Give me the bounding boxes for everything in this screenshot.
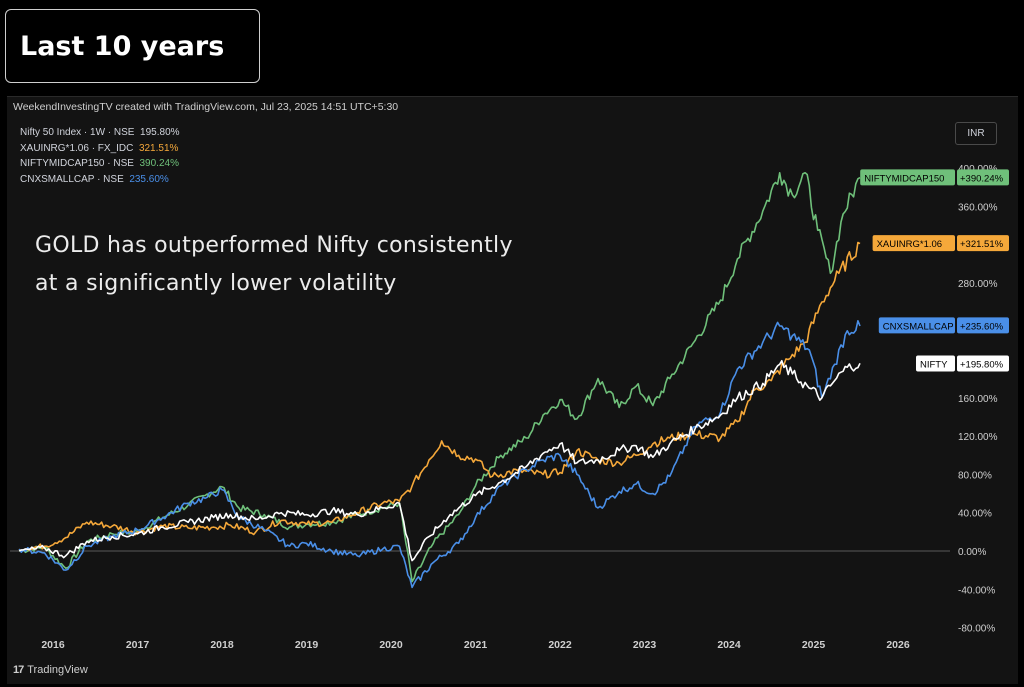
tag-value-nifty: +195.80% <box>960 360 1004 371</box>
tag-value-bg-nifty <box>957 355 1009 372</box>
series-line-nifty <box>18 359 861 562</box>
x-tick-label: 2020 <box>379 639 403 651</box>
x-tick-label: 2022 <box>548 639 572 651</box>
x-tick-label: 2021 <box>464 639 488 651</box>
tag-value-cnxsmallcap: +235.60% <box>960 321 1004 332</box>
legend-item-smallcap[interactable]: CNXSMALLCAP · NSE 235.60% <box>20 173 169 185</box>
tag-name-bg-niftymidcap150 <box>860 169 955 186</box>
currency-button[interactable]: INR <box>955 122 997 145</box>
tag-name-xauinrg-1-06: XAUINRG*1.06 <box>877 239 942 250</box>
y-tick-label: 80.00% <box>958 470 992 481</box>
tag-value-bg-cnxsmallcap <box>957 317 1009 334</box>
y-tick-label: -80.00% <box>958 624 995 635</box>
legend: Nifty 50 Index · 1W · NSE 195.80% XAUINR… <box>20 125 180 187</box>
tag-name-bg-nifty <box>916 355 955 372</box>
tag-value-bg-xauinrg-1-06 <box>957 235 1009 252</box>
legend-value-gold: 321.51% <box>138 142 179 154</box>
tag-name-bg-xauinrg-1-06 <box>872 235 955 252</box>
legend-item-midcap[interactable]: NIFTYMIDCAP150 · NSE 390.24% <box>20 158 179 169</box>
series-line-cnxsmallcap <box>18 320 861 589</box>
x-tick-label: 2019 <box>295 639 319 651</box>
y-tick-label: 160.00% <box>958 394 998 405</box>
y-tick-label: -40.00% <box>958 585 995 596</box>
tag-value-xauinrg-1-06: +321.51% <box>960 239 1004 250</box>
y-tick-label: 0.00% <box>958 547 986 558</box>
tradingview-icon: 17 <box>13 664 24 676</box>
annotation-line-1: GOLD has outperformed Nifty consistently <box>35 233 513 258</box>
tag-name-niftymidcap150: NIFTYMIDCAP150 <box>864 173 944 184</box>
series-line-xauinrg-1-06 <box>18 241 861 553</box>
y-tick-label: 120.00% <box>958 432 998 443</box>
x-tick-label: 2025 <box>802 639 826 651</box>
tag-name-nifty: NIFTY <box>920 360 948 371</box>
period-badge: Last 10 years <box>5 9 260 83</box>
x-tick-label: 2023 <box>633 639 657 651</box>
x-tick-label: 2026 <box>886 639 910 651</box>
x-tick-label: 2024 <box>717 639 741 651</box>
tradingview-brand: TradingView <box>27 664 88 676</box>
legend-item-gold[interactable]: XAUINRG*1.06 · FX_IDC 321.51% <box>20 142 179 154</box>
tag-value-bg-niftymidcap150 <box>957 169 1009 186</box>
y-tick-label: 360.00% <box>958 202 998 213</box>
period-badge-text: Last 10 years <box>20 30 225 62</box>
series-line-niftymidcap150 <box>19 172 861 583</box>
y-tick-label: 280.00% <box>958 279 998 290</box>
tag-value-niftymidcap150: +390.24% <box>960 173 1004 184</box>
tradingview-logo[interactable]: 17 TradingView <box>13 664 88 676</box>
chart-frame: WeekendInvestingTV created with TradingV… <box>7 96 1018 684</box>
legend-value-midcap: 390.24% <box>139 158 179 169</box>
annotation-text: GOLD has outperformed Nifty consistently… <box>35 227 513 303</box>
x-tick-label: 2017 <box>126 639 150 651</box>
x-tick-label: 2018 <box>210 639 234 651</box>
x-tick-label: 2016 <box>41 639 65 651</box>
tag-name-cnxsmallcap: CNXSMALLCAP <box>883 321 954 332</box>
legend-value-smallcap: 235.60% <box>129 173 169 185</box>
legend-value-nifty: 195.80% <box>140 127 180 138</box>
credit-text: WeekendInvestingTV created with TradingV… <box>13 101 399 113</box>
y-tick-label: 40.00% <box>958 509 992 520</box>
tag-name-bg-cnxsmallcap <box>878 317 955 334</box>
legend-item-nifty[interactable]: Nifty 50 Index · 1W · NSE 195.80% <box>20 127 180 138</box>
annotation-line-2: at a significantly lower volatility <box>35 271 397 296</box>
